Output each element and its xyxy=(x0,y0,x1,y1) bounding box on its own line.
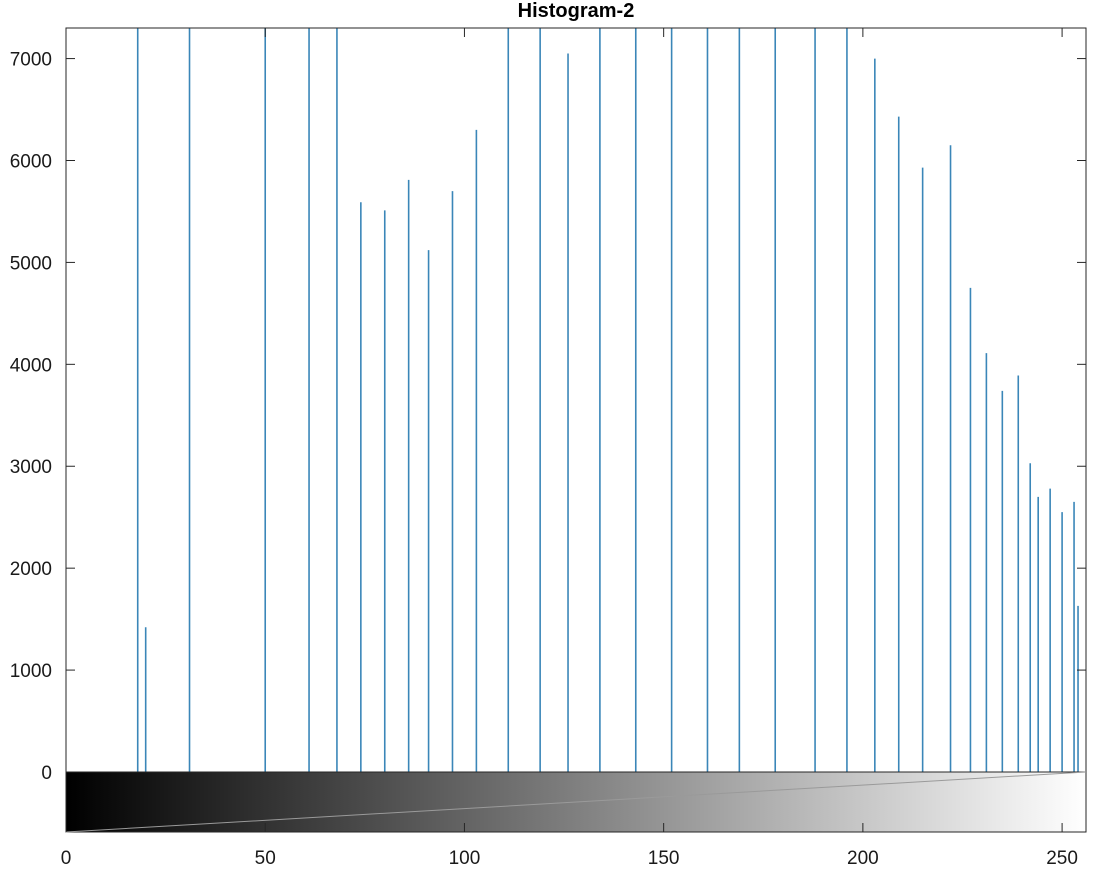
x-tick-label: 250 xyxy=(1046,848,1078,869)
y-tick-label: 2000 xyxy=(10,559,52,580)
y-tick-label: 3000 xyxy=(10,457,52,478)
chart-title: Histogram-2 xyxy=(517,0,635,22)
x-tick-label: 150 xyxy=(648,848,680,869)
plot-area xyxy=(66,28,1086,772)
x-tick-label: 100 xyxy=(449,848,481,869)
colorbar-diagonal xyxy=(65,771,1087,833)
y-tick-label: 5000 xyxy=(10,253,52,274)
y-tick-label: 7000 xyxy=(10,50,52,71)
x-tick-label: 50 xyxy=(255,848,276,869)
x-tick-label: 200 xyxy=(847,848,879,869)
y-tick-label: 0 xyxy=(41,763,52,784)
y-tick-label: 1000 xyxy=(10,661,52,682)
y-tick-label: 6000 xyxy=(10,151,52,172)
y-tick-label: 4000 xyxy=(10,355,52,376)
x-tick-label: 0 xyxy=(61,848,72,869)
